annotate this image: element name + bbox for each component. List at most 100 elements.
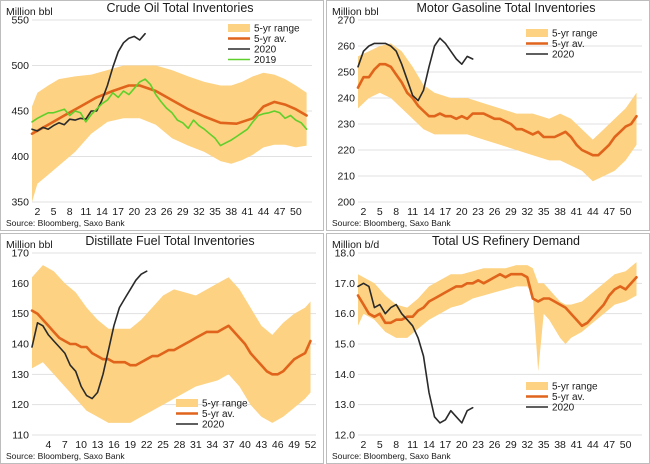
x-tick-label: 20	[128, 206, 140, 218]
x-tick-label: 14	[423, 206, 435, 218]
x-tick-label: 8	[393, 206, 399, 218]
x-tick-label: 13	[92, 439, 104, 451]
legend-label: 5-yr range	[202, 399, 248, 410]
legend-label: 2020	[552, 403, 575, 414]
legend-swatch	[526, 29, 548, 37]
motor-gasoline-chart: Million bbl Motor Gasoline Total Invento…	[326, 0, 650, 231]
motor-gasoline-panel: Million bbl Motor Gasoline Total Invento…	[326, 0, 650, 231]
y-axis-unit-label: Million bbl	[6, 239, 53, 251]
legend-swatch	[228, 24, 250, 32]
x-tick-label: 16	[108, 439, 120, 451]
y-tick-label: 230	[337, 119, 355, 131]
legend-label: 5-yr av.	[202, 409, 235, 420]
x-tick-label: 23	[472, 439, 484, 451]
x-tick-label: 10	[75, 439, 87, 451]
legend-label: 5-yr av.	[552, 39, 585, 50]
x-tick-label: 20	[456, 439, 468, 451]
range-band	[358, 262, 637, 372]
x-tick-label: 5	[377, 206, 383, 218]
legend-label: 2020	[254, 45, 277, 56]
legend-label: 2019	[254, 55, 277, 66]
x-tick-label: 2	[361, 206, 367, 218]
chart-title: Motor Gasoline Total Inventories	[416, 1, 595, 15]
legend-label: 5-yr av.	[552, 392, 585, 403]
x-tick-label: 17	[440, 206, 452, 218]
chart-title: Crude Oil Total Inventories	[106, 1, 253, 15]
y-tick-label: 140	[11, 339, 29, 351]
x-tick-label: 14	[423, 439, 435, 451]
series-line-2020	[357, 282, 474, 424]
x-tick-label: 35	[209, 206, 221, 218]
chart-title: Distillate Fuel Total Inventories	[85, 234, 254, 248]
plot-area: 350 400 450 500 550 2 5 8 11 14 17 20 23 26 29 32 35 38 41…	[11, 15, 312, 218]
y-tick-label: 130	[11, 369, 29, 381]
x-tick-label: 47	[603, 439, 615, 451]
series-line-2020	[357, 37, 474, 102]
legend-swatch	[526, 382, 548, 390]
x-tick-label: 44	[587, 206, 599, 218]
x-tick-label: 29	[505, 206, 517, 218]
legend-label: 2020	[202, 420, 225, 431]
y-tick-label: 210	[337, 171, 355, 183]
x-tick-label: 35	[538, 206, 550, 218]
x-tick-label: 4	[45, 439, 51, 451]
x-tick-label: 17	[440, 439, 452, 451]
legend-label: 5-yr av.	[254, 34, 287, 45]
x-tick-label: 25	[157, 439, 169, 451]
plot-area: 12.013.014.015.016.017.018.02 5 8 11 14 17 20 2…	[335, 248, 642, 451]
x-tick-label: 8	[67, 206, 73, 218]
x-tick-label: 47	[274, 206, 286, 218]
legend-label: 5-yr range	[552, 29, 598, 40]
x-tick-label: 44	[587, 439, 599, 451]
x-tick-label: 5	[51, 206, 57, 218]
series-line-2019	[31, 78, 308, 147]
range-band	[358, 43, 637, 182]
refinery-demand-chart: Million b/d Total US Refinery Demand Sou…	[326, 233, 650, 464]
x-tick-label: 40	[239, 439, 251, 451]
series-line-5-yr-av	[30, 309, 312, 376]
series-line-5-yr-av	[356, 272, 638, 328]
y-tick-label: 15.0	[335, 339, 356, 351]
x-tick-label: 46	[272, 439, 284, 451]
legend-label: 5-yr range	[552, 382, 598, 393]
crude-oil-chart: Million bbl Crude Oil Total Inventories …	[0, 0, 324, 231]
x-tick-label: 11	[407, 439, 418, 451]
x-tick-label: 32	[521, 439, 533, 451]
x-tick-label: 14	[96, 206, 108, 218]
x-tick-label: 50	[620, 439, 632, 451]
x-tick-label: 31	[190, 439, 202, 451]
x-tick-label: 38	[225, 206, 237, 218]
plot-area: 200 210 220 230 240 250 260 270 2 5 8 11 14 17 20 23 26 2…	[337, 15, 642, 218]
x-tick-label: 26	[489, 206, 501, 218]
series-line-2020	[31, 32, 146, 132]
source-note: Source: Bloomberg, Saxo Bank	[6, 451, 125, 461]
x-tick-label: 47	[603, 206, 615, 218]
x-tick-label: 41	[242, 206, 254, 218]
y-axis-unit-label: Million b/d	[332, 239, 379, 251]
x-tick-label: 11	[407, 206, 418, 218]
distillate-fuel-panel: Million bbl Distillate Fuel Total Invent…	[0, 233, 324, 464]
x-tick-label: 19	[124, 439, 136, 451]
x-tick-label: 29	[505, 439, 517, 451]
x-tick-label: 8	[393, 439, 399, 451]
source-note: Source: Bloomberg, Saxo Bank	[332, 451, 451, 461]
y-tick-label: 14.0	[335, 369, 356, 381]
x-tick-label: 43	[256, 439, 268, 451]
x-tick-label: 29	[177, 206, 189, 218]
y-tick-label: 260	[337, 41, 355, 53]
x-tick-label: 35	[538, 439, 550, 451]
legend-swatch	[176, 399, 198, 407]
y-tick-label: 120	[11, 399, 29, 411]
y-tick-label: 150	[11, 308, 29, 320]
y-tick-label: 110	[12, 430, 29, 442]
x-tick-label: 32	[193, 206, 205, 218]
y-tick-label: 16.0	[335, 308, 356, 320]
y-tick-label: 200	[337, 197, 355, 209]
x-tick-label: 32	[521, 206, 533, 218]
x-tick-label: 23	[472, 206, 484, 218]
x-tick-label: 37	[223, 439, 235, 451]
distillate-fuel-chart: Million bbl Distillate Fuel Total Invent…	[0, 233, 324, 464]
y-tick-label: 13.0	[335, 399, 356, 411]
